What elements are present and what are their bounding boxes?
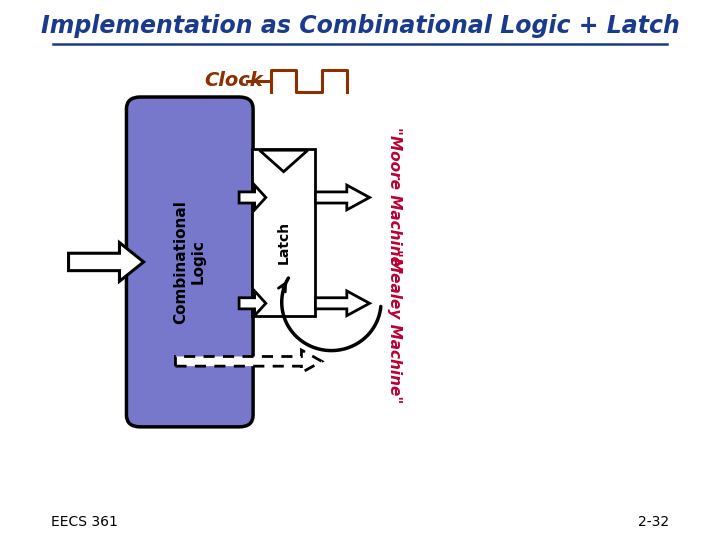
Text: Combinational
Logic: Combinational Logic (174, 200, 206, 324)
Text: "Mealey Machine": "Mealey Machine" (387, 249, 402, 403)
Polygon shape (239, 291, 266, 316)
Text: EECS 361: EECS 361 (51, 515, 118, 529)
FancyBboxPatch shape (252, 149, 315, 316)
Text: Clock: Clock (204, 71, 263, 90)
Polygon shape (259, 150, 308, 172)
FancyBboxPatch shape (127, 97, 253, 427)
Text: Latch: Latch (276, 220, 291, 264)
Text: Implementation as Combinational Logic + Latch: Implementation as Combinational Logic + … (40, 14, 680, 38)
Text: "Moore Machine": "Moore Machine" (387, 127, 402, 274)
Polygon shape (176, 350, 322, 373)
Polygon shape (315, 291, 369, 316)
Text: 2-32: 2-32 (637, 515, 669, 529)
Polygon shape (68, 242, 144, 281)
Polygon shape (239, 185, 266, 210)
Polygon shape (315, 185, 369, 210)
